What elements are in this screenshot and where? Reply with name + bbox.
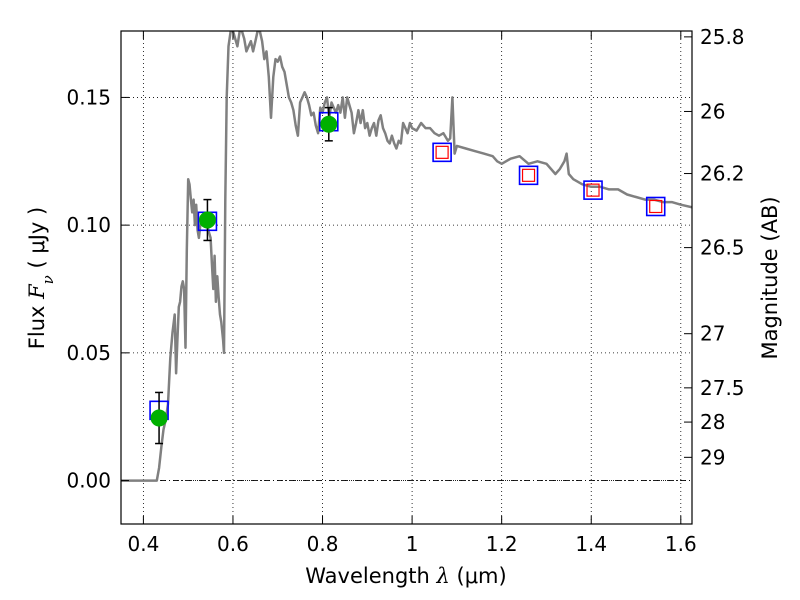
- y2-tick-label: 28: [700, 410, 725, 434]
- y-tick-label: 0.15: [66, 85, 111, 109]
- y2-tick-label: 27.5: [700, 376, 745, 400]
- model-box-marker: [432, 142, 452, 163]
- model-spectrum: [121, 31, 692, 482]
- model-box-marker: [518, 165, 539, 186]
- x-tick-label: 0.4: [127, 532, 159, 556]
- y2-tick-label: 27: [700, 322, 725, 346]
- y2-tick-label: 26.2: [700, 162, 745, 186]
- x-tick-label: 1.6: [665, 532, 697, 556]
- plot-frame: [120, 30, 693, 525]
- y2-axis-ticks: 25.8 26 26.2 26.5 27 27.5 28 29: [684, 25, 745, 469]
- x-tick-label: 0.6: [217, 532, 249, 556]
- x-axis-ticks: 0.4 0.6 0.8 1 1.2 1.4 1.6: [127, 31, 697, 556]
- y-tick-label: 0.10: [66, 213, 111, 237]
- grid: [121, 31, 692, 524]
- observed-point: [198, 211, 216, 229]
- x-axis-label: Wavelength λ (μm): [305, 564, 506, 588]
- y2-tick-label: 25.8: [700, 25, 745, 49]
- x-tick-label: 1.4: [575, 532, 607, 556]
- y-tick-label: 0.00: [66, 469, 111, 493]
- observed-point: [150, 409, 168, 427]
- y2-tick-label: 29: [700, 445, 725, 469]
- model-inner-marker: [435, 145, 449, 159]
- x-tick-label: 1: [406, 532, 419, 556]
- y-axis-ticks: 0.00 0.05 0.10 0.15: [66, 85, 129, 493]
- observed-photometry: [150, 115, 338, 427]
- x-tick-label: 1.2: [486, 532, 518, 556]
- y2-tick-label: 26: [700, 99, 725, 123]
- model-inner-marker: [586, 183, 600, 197]
- model-inner-marker: [649, 199, 663, 214]
- y-tick-label: 0.05: [66, 341, 111, 365]
- model-box-marker: [645, 196, 666, 217]
- y2-axis-label: Magnitude (AB): [758, 196, 782, 359]
- y-axis-label: Flux Fν ( μJy ): [25, 207, 57, 349]
- model-box-marker: [583, 180, 603, 200]
- y2-tick-label: 26.5: [700, 236, 745, 260]
- observed-point: [320, 115, 338, 133]
- plot-data: [121, 31, 692, 482]
- model-photometry-boxes: [149, 111, 666, 421]
- model-spectrum-line: [121, 31, 692, 482]
- model-inner-marker: [521, 168, 536, 182]
- x-tick-label: 0.8: [307, 532, 339, 556]
- error-bars: [155, 106, 333, 445]
